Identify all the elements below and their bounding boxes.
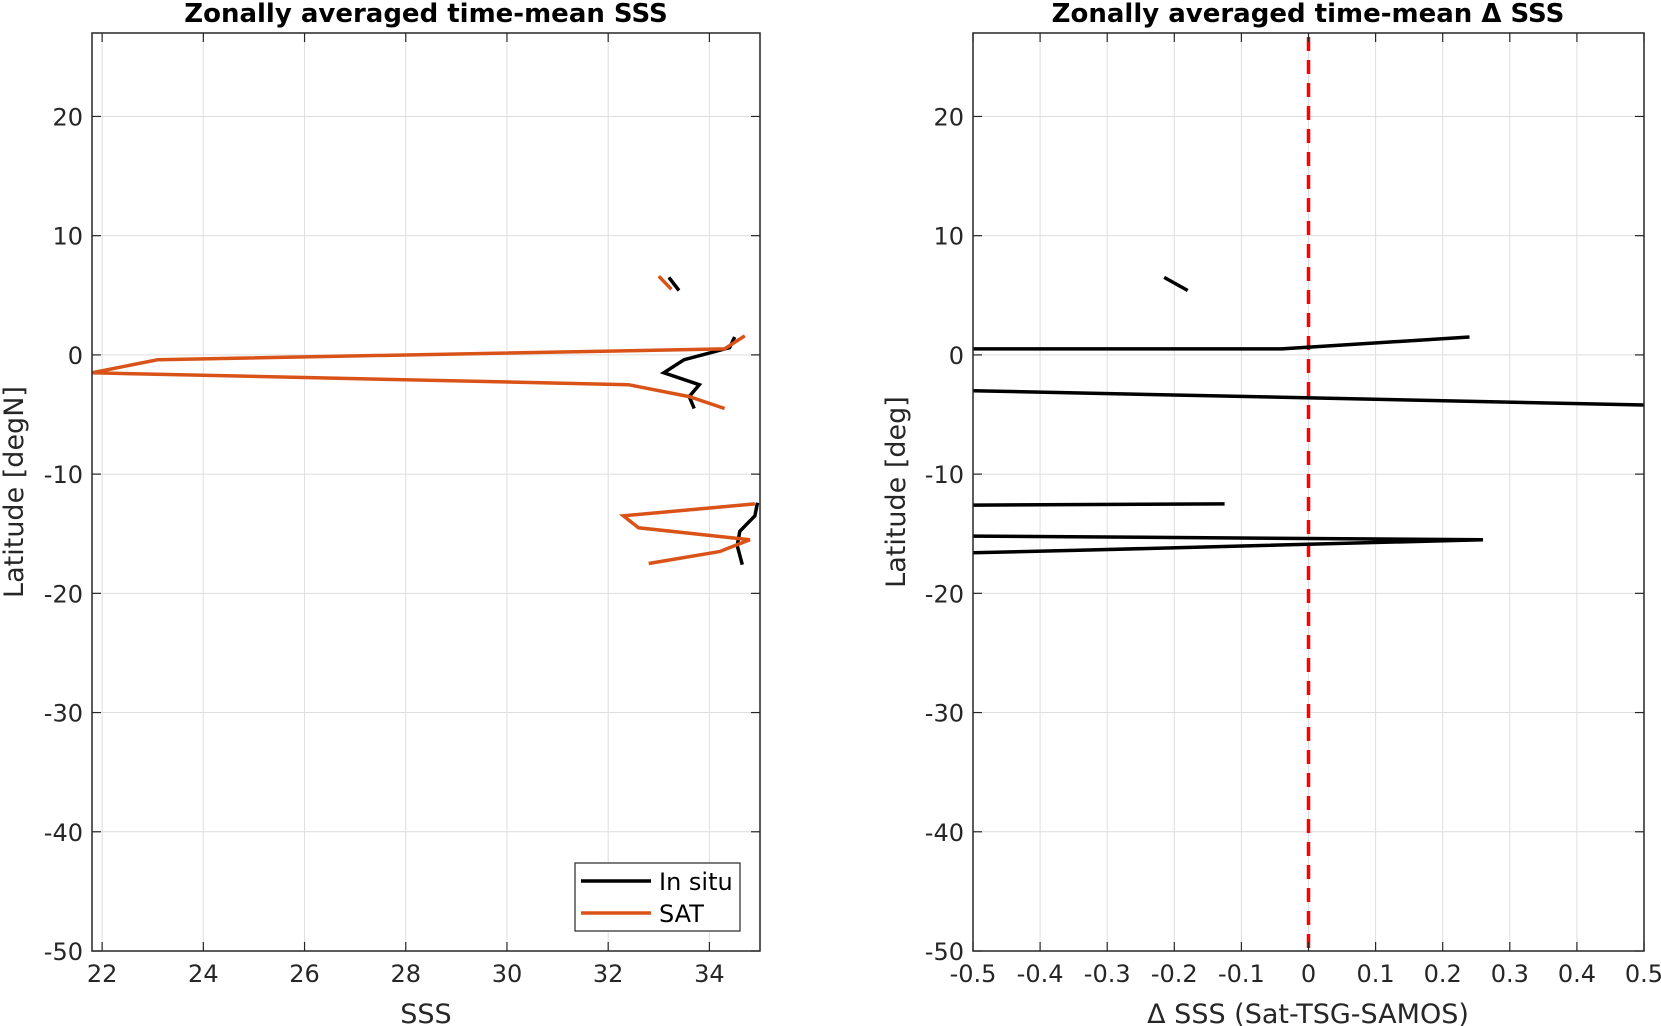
series-line-sat	[618, 502, 756, 566]
y-axis-label: Latitude [degN]	[0, 386, 30, 598]
y-axis-label: Latitude [deg]	[881, 396, 912, 588]
chart-title: Zonally averaged time-mean SSS	[184, 0, 668, 29]
tick-labels: -0.5 -0.4 -0.3 -0.2 -0.1 0 0.1 0.2 0.3 0.4 0.5 -50 -…	[925, 103, 1661, 988]
x-tick-label: 0	[1301, 960, 1316, 988]
series-line-delta-sss	[1163, 275, 1189, 293]
x-axis-label: Δ SSS (Sat-TSG-SAMOS)	[1147, 999, 1469, 1026]
plot-area	[92, 33, 760, 951]
y-tick-label: -50	[925, 938, 964, 966]
y-tick-label: 10	[52, 223, 83, 251]
y-tick-label: -30	[44, 700, 83, 728]
series-line-delta-sss	[973, 534, 1484, 555]
series-line-sat	[92, 334, 746, 411]
series-line-in-situ	[667, 276, 681, 292]
y-tick-label: 10	[933, 223, 964, 251]
y-tick-label: 0	[949, 342, 964, 370]
x-tick-label: -0.5	[950, 960, 997, 988]
series-line-delta-sss	[973, 502, 1225, 507]
x-tick-label: 0.5	[1625, 960, 1661, 988]
delta-sss-panel: -0.5 -0.4 -0.3 -0.2 -0.1 0 0.1 0.2 0.3 0.4 0.5 -50 -…	[881, 0, 1661, 1026]
x-tick-label: 32	[593, 960, 624, 988]
x-tick-label: 0.4	[1558, 960, 1596, 988]
tick-labels: 22 24 26 28 30 32 34 -50 -40 -30 -20 -10 0 10 20	[44, 103, 725, 988]
ticks	[92, 33, 760, 952]
legend-label-sat: SAT	[659, 900, 704, 928]
y-tick-label: -20	[44, 580, 83, 608]
y-tick-label: -20	[925, 580, 964, 608]
y-tick-label: 20	[52, 103, 83, 131]
ticks	[972, 33, 1645, 952]
legend-box	[574, 862, 741, 932]
series-line-delta-sss	[973, 335, 1470, 351]
x-axis-label: SSS	[400, 999, 451, 1026]
x-tick-label: 22	[87, 960, 118, 988]
y-tick-label: -30	[925, 700, 964, 728]
legend-label-in-situ: In situ	[659, 868, 733, 896]
x-tick-label: 26	[289, 960, 320, 988]
y-tick-label: -40	[925, 819, 964, 847]
x-tick-label: -0.2	[1151, 960, 1198, 988]
axes-frame	[91, 32, 761, 952]
x-tick-label: 28	[390, 960, 421, 988]
x-tick-label: 30	[492, 960, 523, 988]
x-tick-label: -0.4	[1017, 960, 1064, 988]
x-tick-label: -0.1	[1218, 960, 1265, 988]
data-layer	[92, 274, 760, 566]
x-tick-label: 0.1	[1357, 960, 1395, 988]
x-tick-label: -0.3	[1084, 960, 1131, 988]
y-tick-label: -10	[925, 461, 964, 489]
x-tick-label: 0.2	[1424, 960, 1462, 988]
series-line-sat	[657, 274, 673, 291]
x-tick-label: 24	[188, 960, 219, 988]
y-tick-label: 20	[933, 103, 964, 131]
series-line-delta-sss	[973, 388, 1644, 407]
legend: In situ SAT	[574, 862, 741, 932]
x-tick-label: 0.3	[1491, 960, 1529, 988]
y-tick-label: 0	[68, 342, 83, 370]
y-tick-label: -50	[44, 938, 83, 966]
x-tick-label: 34	[694, 960, 725, 988]
series-line-in-situ	[735, 502, 760, 566]
data-layer	[973, 37, 1644, 951]
y-tick-label: -10	[44, 461, 83, 489]
chart-title: Zonally averaged time-mean Δ SSS	[1052, 0, 1565, 29]
y-tick-label: -40	[44, 819, 83, 847]
sss-panel: 22 24 26 28 30 32 34 -50 -40 -30 -20 -10 0 10 20 Zonal…	[0, 0, 761, 1026]
